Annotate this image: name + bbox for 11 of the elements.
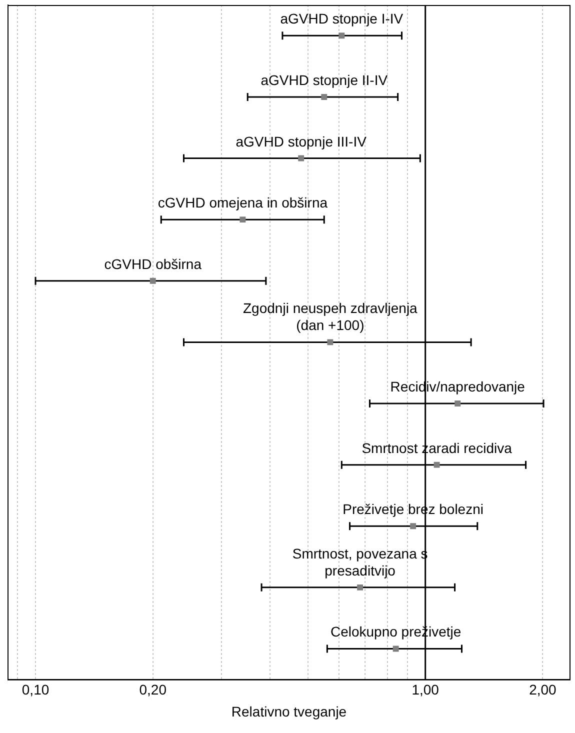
x-tick-label: 0,20: [139, 682, 167, 698]
y-tick-label: aGVHD stopnje I-IV: [280, 10, 404, 27]
x-tick-label: 0,10: [22, 682, 50, 698]
x-tick-label: 2,00: [529, 682, 557, 698]
x-axis-title: Relativno tveganje: [231, 703, 347, 720]
y-tick-label: cGVHD omejena in obširna: [158, 194, 328, 211]
y-tick-label: cGVHD obširna: [104, 256, 202, 272]
y-tick-label: aGVHD stopnje II-IV: [260, 72, 388, 88]
y-tick-label: Zgodnji neuspeh zdravljenja (dan +100): [243, 300, 418, 334]
y-tick-label: aGVHD stopnje III-IV: [236, 133, 368, 150]
x-tick-label: 1,00: [412, 682, 440, 698]
